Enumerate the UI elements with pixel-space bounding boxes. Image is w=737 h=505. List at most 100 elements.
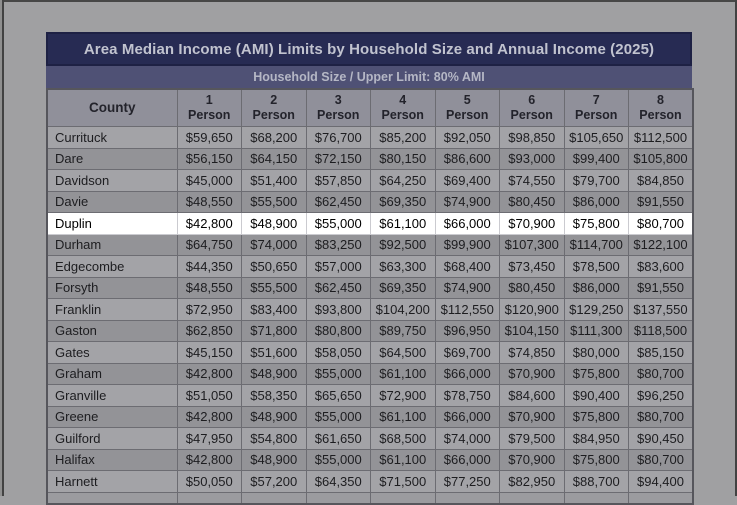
income-cell: $75,800 [563, 448, 629, 471]
income-cell: $48,900 [241, 362, 307, 385]
income-cell: $86,000 [563, 276, 629, 299]
income-cell: $112,500 [628, 126, 694, 149]
income-cell: $84,600 [499, 384, 565, 407]
income-cell: $105,650 [563, 126, 629, 149]
county-cell: Franklin [46, 298, 178, 321]
income-cell: $86,000 [563, 190, 629, 213]
income-cell: $68,500 [370, 427, 436, 450]
column-header-7-person: 7 Person [563, 88, 629, 127]
income-cell: $73,450 [499, 255, 565, 278]
county-cell: Gaston [46, 319, 178, 342]
county-cell: Forsyth [46, 276, 178, 299]
column-header-6-person: 6 Person [499, 88, 565, 127]
table-row[interactable]: Halifax $42,800 $48,900 $55,000 $61,100 $66,0… [46, 448, 694, 471]
income-cell: $74,850 [499, 341, 565, 364]
income-cell: $83,400 [241, 298, 307, 321]
table-row[interactable]: Currituck $59,650 $68,200 $76,700 $85,200 $92… [46, 126, 694, 149]
income-cell: $90,450 [628, 427, 694, 450]
county-cell: Davie [46, 190, 178, 213]
income-cell: $65,650 [305, 384, 371, 407]
income-cell: $91,550 [628, 276, 694, 299]
table-row[interactable]: Graham $42,800 $48,900 $55,000 $61,100 $66,00… [46, 362, 694, 385]
table-subtitle: Household Size / Upper Limit: 80% AMI [46, 66, 692, 88]
income-cell: $62,850 [176, 319, 242, 342]
county-cell: Gates [46, 341, 178, 364]
income-cell: $57,200 [241, 470, 307, 493]
income-cell: $61,100 [370, 362, 436, 385]
income-cell: $96,950 [434, 319, 500, 342]
table-row-clipped [46, 491, 694, 504]
income-cell: $64,150 [241, 147, 307, 170]
income-cell: $50,050 [176, 470, 242, 493]
column-header-1-person: 1 Person [176, 88, 242, 127]
table-row[interactable]: Granville $51,050 $58,350 $65,650 $72,900 $78… [46, 384, 694, 407]
income-cell: $75,800 [563, 212, 629, 235]
income-cell: $79,700 [563, 169, 629, 192]
income-cell [305, 491, 371, 504]
county-cell: Edgecombe [46, 255, 178, 278]
table-row[interactable]: Forsyth $48,550 $55,500 $62,450 $69,350 $74,9… [46, 276, 694, 299]
income-cell: $64,250 [370, 169, 436, 192]
table-row[interactable]: Franklin $72,950 $83,400 $93,800 $104,200 $11… [46, 298, 694, 321]
income-cell: $69,700 [434, 341, 500, 364]
table-body: Currituck $59,650 $68,200 $76,700 $85,200 $92… [46, 126, 694, 504]
income-cell: $118,500 [628, 319, 694, 342]
income-cell: $89,750 [370, 319, 436, 342]
window-left-margin [0, 0, 2, 496]
income-cell: $48,550 [176, 190, 242, 213]
income-cell [176, 491, 242, 504]
income-cell: $98,850 [499, 126, 565, 149]
table-row[interactable]: Edgecombe $44,350 $50,650 $57,000 $63,300 $68… [46, 255, 694, 278]
table-row[interactable]: Gaston $62,850 $71,800 $80,800 $89,750 $96,95… [46, 319, 694, 342]
income-cell: $84,850 [628, 169, 694, 192]
income-cell: $74,550 [499, 169, 565, 192]
income-cell: $42,800 [176, 362, 242, 385]
income-cell [370, 491, 436, 504]
income-cell: $74,900 [434, 190, 500, 213]
income-cell: $104,200 [370, 298, 436, 321]
income-cell: $68,400 [434, 255, 500, 278]
table-row-highlighted[interactable]: Duplin $42,800 $48,900 $55,000 $61,100 $66,00… [46, 212, 694, 235]
income-cell: $64,500 [370, 341, 436, 364]
income-cell: $71,500 [370, 470, 436, 493]
table-row[interactable]: Davidson $45,000 $51,400 $57,850 $64,250 $69,… [46, 169, 694, 192]
table-row[interactable]: Durham $64,750 $74,000 $83,250 $92,500 $99,90… [46, 233, 694, 256]
table-row[interactable]: Davie $48,550 $55,500 $62,450 $69,350 $74,900… [46, 190, 694, 213]
table-row[interactable]: Guilford $47,950 $54,800 $61,650 $68,500 $74,… [46, 427, 694, 450]
income-cell: $72,950 [176, 298, 242, 321]
income-cell: $111,300 [563, 319, 629, 342]
county-cell: Halifax [46, 448, 178, 471]
income-cell: $51,600 [241, 341, 307, 364]
income-cell: $72,900 [370, 384, 436, 407]
table-title: Area Median Income (AMI) Limits by House… [46, 32, 692, 66]
income-cell: $85,150 [628, 341, 694, 364]
table-row[interactable]: Dare $56,150 $64,150 $72,150 $80,150 $86,600 $… [46, 147, 694, 170]
income-cell: $99,900 [434, 233, 500, 256]
income-cell: $90,400 [563, 384, 629, 407]
income-cell: $70,900 [499, 448, 565, 471]
window-left-edge [2, 0, 4, 496]
income-cell: $77,250 [434, 470, 500, 493]
income-cell: $57,850 [305, 169, 371, 192]
county-cell: Dare [46, 147, 178, 170]
income-cell: $42,800 [176, 405, 242, 428]
income-cell: $80,700 [628, 212, 694, 235]
income-cell [563, 491, 629, 504]
income-cell: $58,350 [241, 384, 307, 407]
column-header-4-person: 4 Person [370, 88, 436, 127]
column-header-8-person: 8 Person [628, 88, 694, 127]
table-row[interactable]: Greene $42,800 $48,900 $55,000 $61,100 $66,00… [46, 405, 694, 428]
income-cell: $83,600 [628, 255, 694, 278]
income-cell: $66,000 [434, 362, 500, 385]
window-right-edge [735, 0, 737, 496]
income-cell: $82,950 [499, 470, 565, 493]
table-row[interactable]: Harnett $50,050 $57,200 $64,350 $71,500 $77,2… [46, 470, 694, 493]
income-cell: $93,000 [499, 147, 565, 170]
income-cell: $114,700 [563, 233, 629, 256]
table-row[interactable]: Gates $45,150 $51,600 $58,050 $64,500 $69,700… [46, 341, 694, 364]
ami-table-panel: Area Median Income (AMI) Limits by House… [46, 32, 694, 505]
income-cell: $48,900 [241, 448, 307, 471]
column-header-3-person: 3 Person [305, 88, 371, 127]
income-cell [628, 491, 694, 504]
income-cell: $51,400 [241, 169, 307, 192]
